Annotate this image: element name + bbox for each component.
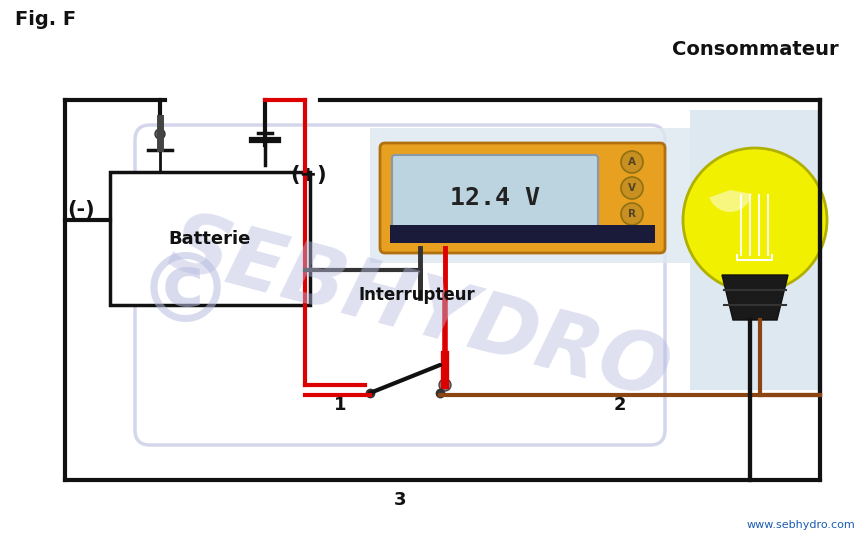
FancyBboxPatch shape [380,143,665,253]
Circle shape [155,129,165,139]
Text: Interrupteur: Interrupteur [358,286,475,304]
FancyBboxPatch shape [370,128,700,263]
Polygon shape [722,275,788,320]
Text: SEBHYDRO: SEBHYDRO [161,204,679,416]
Text: R: R [628,209,636,219]
Circle shape [439,379,451,391]
Wedge shape [709,190,752,212]
Text: (-): (-) [67,200,95,220]
Text: 2: 2 [614,396,627,414]
Text: Batterie: Batterie [169,229,251,247]
Text: V: V [628,183,636,193]
FancyBboxPatch shape [690,110,820,390]
Text: (+): (+) [290,165,326,185]
Circle shape [621,151,643,173]
Text: Consommateur: Consommateur [671,40,838,59]
Text: www.sebhydro.com: www.sebhydro.com [746,520,855,530]
Text: 3: 3 [394,491,406,509]
Circle shape [683,148,827,292]
Text: 1: 1 [334,396,346,414]
Circle shape [621,177,643,199]
Text: Fig. F: Fig. F [15,10,76,29]
FancyBboxPatch shape [110,172,310,305]
Text: 12.4 V: 12.4 V [450,186,540,210]
FancyBboxPatch shape [392,155,598,241]
Text: A: A [628,157,636,167]
Text: ©: © [136,249,234,342]
FancyBboxPatch shape [390,225,655,243]
Circle shape [621,203,643,225]
